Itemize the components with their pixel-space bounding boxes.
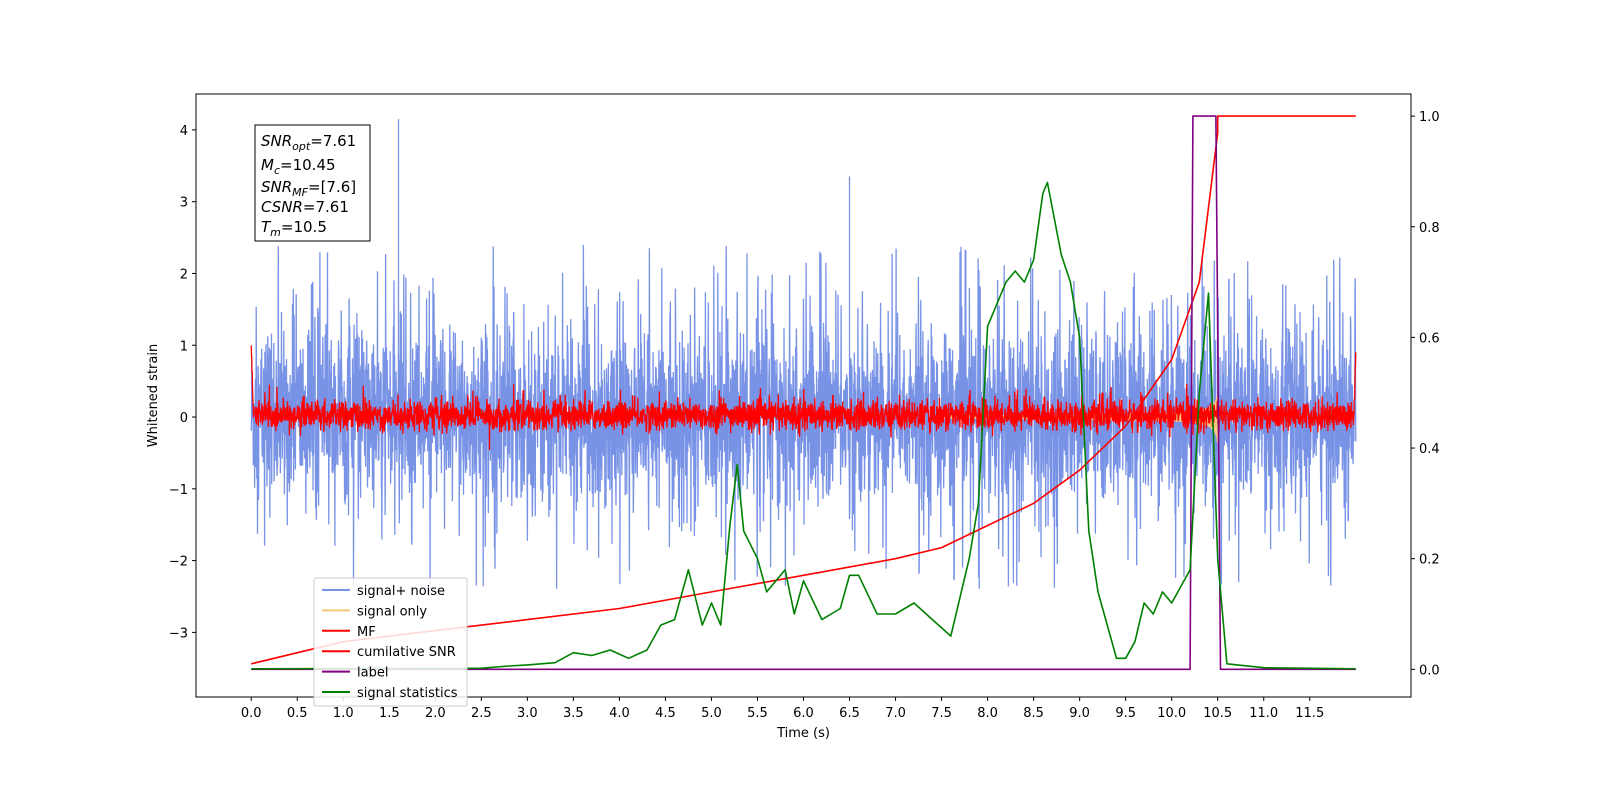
- legend-label: label: [357, 666, 388, 681]
- x-tick-label: 0.0: [241, 706, 262, 721]
- x-tick-label: 1.5: [379, 706, 400, 721]
- x-tick-label: 3.0: [517, 706, 538, 721]
- legend: signal+ noise signal only MF cumilative SNR…: [313, 577, 468, 707]
- legend-label: cumilative SNR: [357, 645, 456, 660]
- x-tick-label: 9.0: [1069, 706, 1090, 721]
- y-right-tick-label: 0.8: [1419, 221, 1440, 236]
- series-signal-statistics-line: [251, 181, 1356, 670]
- y-left-tick-label: 3: [180, 196, 188, 211]
- x-tick-label: 9.5: [1115, 706, 1136, 721]
- x-tick-label: 4.5: [655, 706, 676, 721]
- series-signal-noise-line: [250, 244, 1357, 597]
- y-left-tick-label: 4: [180, 124, 188, 139]
- y-axis-right-ticks: 0.0 0.2 0.4 0.6 0.8 1.0: [1411, 110, 1440, 678]
- plot-area: [250, 115, 1357, 671]
- y-left-tick-label: 2: [180, 267, 188, 282]
- y-left-tick-label: −1: [169, 483, 188, 498]
- y-left-tick-label: −3: [169, 626, 188, 641]
- y-axis-left-ticks: −3 −2 −1 0 1 2 3 4: [169, 124, 196, 641]
- x-tick-label: 11.5: [1295, 706, 1324, 721]
- x-tick-label: 6.0: [793, 706, 814, 721]
- x-axis-label: Time (s): [776, 726, 830, 741]
- annotation-mc: Mc=10.45: [261, 156, 336, 177]
- x-tick-label: 7.0: [885, 706, 906, 721]
- y-right-tick-label: 0.4: [1419, 442, 1440, 457]
- x-tick-label: 8.0: [977, 706, 998, 721]
- y-right-tick-label: 0.6: [1419, 331, 1440, 346]
- series-label-line: [251, 115, 1356, 671]
- y-axis-label: Whitened strain: [146, 344, 161, 447]
- x-tick-label: 10.0: [1157, 706, 1186, 721]
- stats-annotation-box: SNRopt=7.61 Mc=10.45 SNRMF=[7.6] CSNR=7.…: [254, 124, 371, 242]
- x-tick-label: 5.5: [747, 706, 768, 721]
- x-tick-label: 0.5: [287, 706, 308, 721]
- y-left-tick-label: −2: [169, 555, 188, 570]
- legend-label: signal statistics: [357, 686, 458, 701]
- x-tick-label: 4.0: [609, 706, 630, 721]
- x-tick-label: 10.5: [1203, 706, 1232, 721]
- series-mf-line: [250, 345, 1357, 451]
- y-right-tick-label: 1.0: [1419, 110, 1440, 125]
- y-left-tick-label: 0: [180, 411, 188, 426]
- x-tick-label: 8.5: [1023, 706, 1044, 721]
- x-tick-label: 7.5: [931, 706, 952, 721]
- series-cumilative-snr-line: [251, 115, 1356, 665]
- legend-label: signal only: [357, 604, 427, 619]
- x-axis-ticks: 0.0 0.5 1.0 1.5 2.0 2.5 3.0 3.5 4.0 4.5 5.0 5.5 6.0 6…: [241, 697, 1324, 721]
- y-left-tick-label: 1: [180, 339, 188, 354]
- x-tick-label: 5.0: [701, 706, 722, 721]
- legend-label: MF: [357, 625, 376, 640]
- y-right-tick-label: 0.0: [1419, 663, 1440, 678]
- annotation-frame: [254, 124, 371, 242]
- x-tick-label: 11.0: [1249, 706, 1278, 721]
- x-tick-label: 6.5: [839, 706, 860, 721]
- annotation-csnr: CSNR=7.61: [261, 198, 349, 216]
- y-right-tick-label: 0.2: [1419, 553, 1440, 568]
- legend-label: signal+ noise: [357, 584, 445, 599]
- x-tick-label: 2.0: [425, 706, 446, 721]
- annotation-snr-opt: SNRopt=7.61: [261, 132, 356, 153]
- x-tick-label: 1.0: [333, 706, 354, 721]
- annotation-snr-mf: SNRMF=[7.6]: [261, 178, 356, 199]
- x-tick-label: 3.5: [563, 706, 584, 721]
- annotation-tm: Tm=10.5: [261, 218, 327, 239]
- legend-frame: [313, 577, 468, 707]
- x-tick-label: 2.5: [471, 706, 492, 721]
